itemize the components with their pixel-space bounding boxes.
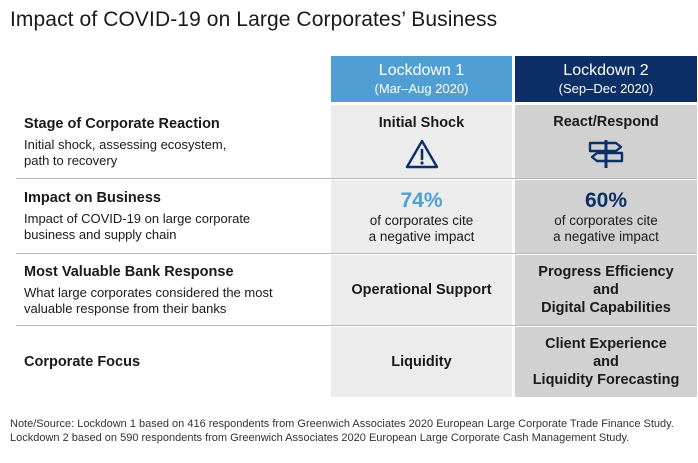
row-divider [16, 253, 697, 254]
row-label-cell: Impact on Business Impact of COVID-19 on… [16, 180, 328, 253]
row-description: Initial shock, assessing ecosystem, path… [24, 137, 328, 169]
response-value-line: Digital Capabilities [541, 300, 671, 316]
response-value-line: Progress Efficiency [538, 264, 674, 280]
table-row-impact: Impact on Business Impact of COVID-19 on… [0, 180, 698, 253]
row-description-line: valuable response from their banks [24, 301, 227, 316]
column-header-range: (Sep–Dec 2020) [558, 80, 654, 96]
row-description-line: Initial shock, assessing ecosystem, [24, 137, 227, 152]
impact-caption-line: a negative impact [368, 228, 475, 244]
row-description-line: business and supply chain [24, 227, 177, 242]
warning-triangle-icon [405, 139, 438, 168]
impact-percent-lockdown-2: 60% [584, 188, 628, 212]
row-description: Impact of COVID-19 on large corporate bu… [24, 211, 328, 243]
response-value-line: and [593, 282, 619, 298]
row-title: Most Valuable Bank Response [24, 264, 234, 280]
row-label-cell: Corporate Focus [16, 327, 328, 397]
impact-caption-line: of corporates cite [554, 212, 658, 228]
table-row-focus: Corporate Focus Liquidity Client Experie… [0, 327, 698, 397]
stage-value-lockdown-2: React/Respond [553, 114, 659, 130]
impact-percent-lockdown-1: 74% [400, 188, 443, 212]
focus-value-lockdown-1: Liquidity [391, 354, 452, 370]
source-note-line: Lockdown 2 based on 590 respondents from… [10, 432, 630, 444]
cell-lockdown-1-focus: Liquidity [331, 327, 512, 397]
table-row-stage: Stage of Corporate Reaction Initial shoc… [0, 105, 698, 178]
cell-lockdown-2-response: Progress Efficiency and Digital Capabili… [515, 255, 697, 325]
row-description-line: path to recovery [24, 153, 118, 168]
cell-lockdown-1-response: Operational Support [331, 255, 512, 325]
impact-caption-line: of corporates cite [369, 212, 474, 228]
row-title: Stage of Corporate Reaction [24, 116, 220, 132]
row-divider [16, 178, 697, 179]
cell-lockdown-2-stage: React/Respond [515, 105, 697, 178]
row-description-line: Impact of COVID-19 on large corporate [24, 211, 251, 226]
cell-lockdown-2-focus: Client Experience and Liquidity Forecast… [515, 327, 697, 397]
focus-value-line: and [593, 354, 619, 370]
page-title: Impact of COVID-19 on Large Corporates’ … [10, 8, 498, 31]
source-note: Note/Source: Lockdown 1 based on 416 res… [10, 417, 695, 445]
row-title: Impact on Business [24, 190, 161, 206]
source-note-line: Note/Source: Lockdown 1 based on 416 res… [10, 418, 674, 430]
response-value-lockdown-1: Operational Support [351, 282, 492, 298]
cell-lockdown-1-impact: 74% of corporates cite a negative impact [331, 180, 512, 253]
impact-caption-line: a negative impact [553, 228, 659, 244]
row-label-cell: Stage of Corporate Reaction Initial shoc… [16, 105, 328, 178]
column-header-lockdown-2: Lockdown 2 (Sep–Dec 2020) [515, 56, 697, 102]
column-header-name: Lockdown 2 [563, 61, 649, 79]
signpost-icon [588, 140, 624, 168]
stage-value-lockdown-1: Initial Shock [378, 114, 465, 131]
row-description-line: What large corporates considered the mos… [24, 285, 273, 300]
column-header-lockdown-1: Lockdown 1 (Mar–Aug 2020) [331, 56, 512, 102]
column-header-range: (Mar–Aug 2020) [374, 80, 469, 96]
table-row-response: Most Valuable Bank Response What large c… [0, 255, 698, 325]
cell-lockdown-2-impact: 60% of corporates cite a negative impact [515, 180, 697, 253]
row-title: Corporate Focus [24, 354, 141, 370]
focus-value-line: Liquidity Forecasting [532, 372, 680, 388]
column-header-name: Lockdown 1 [378, 61, 465, 79]
row-description: What large corporates considered the mos… [24, 285, 328, 317]
row-divider [16, 325, 697, 326]
cell-lockdown-1-stage: Initial Shock [331, 105, 512, 178]
focus-value-line: Client Experience [545, 336, 667, 352]
row-label-cell: Most Valuable Bank Response What large c… [16, 255, 328, 325]
